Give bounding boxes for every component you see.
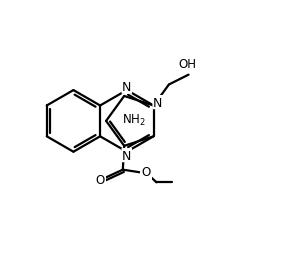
Text: O: O — [95, 173, 104, 186]
Text: N: N — [153, 96, 162, 109]
Text: OH: OH — [178, 57, 196, 70]
Text: NH$_2$: NH$_2$ — [121, 113, 145, 128]
Text: N: N — [122, 149, 131, 162]
Text: O: O — [141, 166, 150, 179]
Text: N: N — [122, 81, 131, 94]
